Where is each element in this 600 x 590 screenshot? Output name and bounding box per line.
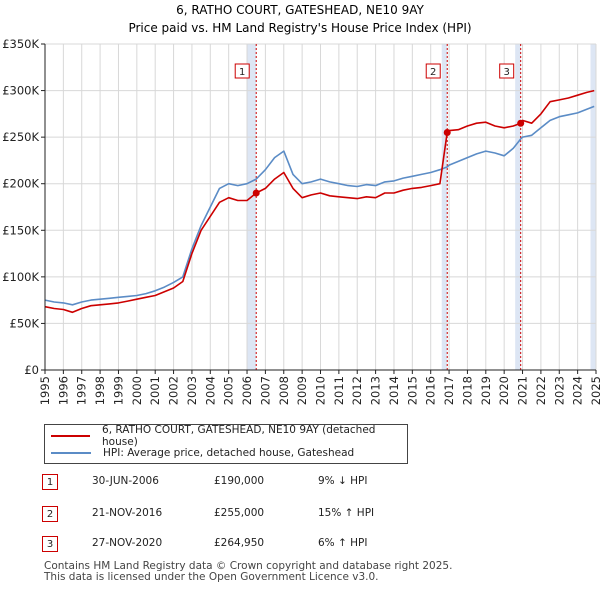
x-tick-label: 2008: [277, 376, 291, 405]
x-tick-label: 2015: [405, 376, 419, 405]
x-tick-label: 2000: [130, 376, 144, 405]
legend-swatch-red: [51, 435, 91, 437]
shaded-band-3: [590, 44, 596, 370]
x-tick-label: 2011: [332, 376, 346, 405]
property-series-line: [44, 89, 595, 314]
sale-date: 30-JUN-2006: [92, 475, 159, 487]
y-tick-label: £0: [24, 363, 39, 377]
sale-hpi-diff: 15% ↑ HPI: [318, 507, 375, 519]
x-tick-label: 2021: [516, 376, 530, 405]
sale-date: 27-NOV-2020: [92, 537, 163, 549]
x-tick-label: 1997: [75, 376, 89, 405]
legend-item-hpi: HPI: Average price, detached house, Gate…: [51, 445, 354, 461]
x-tick-label: 2009: [295, 376, 309, 405]
x-tick-label: 2022: [534, 376, 548, 405]
legend-swatch-blue: [51, 452, 91, 454]
sale-marker-label-3: 3: [504, 67, 510, 78]
sale-marker-label-2: 2: [430, 67, 436, 78]
y-tick-label: £50K: [10, 316, 40, 330]
footer-licence: This data is licensed under the Open Gov…: [44, 571, 379, 583]
sale-marker-box-3: [499, 63, 515, 79]
legend-label-property: 6, RATHO COURT, GATESHEAD, NE10 9AY (det…: [102, 424, 376, 448]
legend-label-hpi: HPI: Average price, detached house, Gate…: [103, 447, 355, 459]
x-tick-label: 2006: [240, 376, 254, 405]
x-tick-label: 2002: [167, 376, 181, 405]
x-tick-label: 2016: [424, 376, 438, 405]
y-tick-label: £200K: [2, 177, 39, 191]
x-tick-label: 2013: [369, 376, 383, 405]
x-tick-label: 2024: [571, 376, 585, 405]
sale-date: 21-NOV-2016: [92, 507, 163, 519]
y-tick-label: £350K: [2, 37, 39, 51]
x-tick-label: 2014: [387, 376, 401, 405]
sale-marker-box-2: [425, 63, 441, 79]
x-tick-label: 2003: [185, 376, 199, 405]
shaded-band-1: [441, 44, 448, 370]
price-chart: 6, RATHO COURT, GATESHEAD, NE10 9AY Pric…: [2, 3, 600, 405]
x-tick-label: 2023: [552, 376, 566, 405]
shaded-band-0: [247, 44, 257, 370]
sale-number-badge: 1: [42, 474, 58, 490]
sale-price: £255,000: [214, 507, 265, 519]
chart-title: 6, RATHO COURT, GATESHEAD, NE10 9AY: [176, 3, 424, 17]
sale-number-badge: 2: [42, 506, 58, 522]
sale-point-1: [252, 189, 260, 197]
x-tick-label: 2001: [148, 376, 162, 405]
y-tick-label: £100K: [2, 270, 39, 284]
x-tick-label: 2020: [497, 376, 511, 405]
x-tick-label: 1996: [56, 376, 70, 405]
sale-point-2: [443, 128, 451, 136]
x-tick-label: 2010: [314, 376, 328, 405]
sale-price: £264,950: [214, 537, 265, 549]
sale-point-3: [517, 119, 525, 127]
x-tick-label: 2007: [258, 376, 272, 405]
sale-number-badge: 3: [42, 536, 58, 552]
y-tick-label: £300K: [2, 84, 39, 98]
sale-hpi-diff: 9% ↓ HPI: [318, 475, 368, 487]
shaded-band-2: [515, 44, 521, 370]
sale-marker-box-1: [234, 63, 250, 79]
y-tick-label: £250K: [2, 130, 39, 144]
x-tick-label: 2004: [203, 376, 217, 405]
sale-marker-label-1: 1: [239, 67, 245, 78]
x-tick-label: 2017: [442, 376, 456, 405]
sale-hpi-diff: 6% ↑ HPI: [318, 537, 368, 549]
footer-copyright: Contains HM Land Registry data © Crown c…: [44, 560, 453, 572]
x-tick-label: 1995: [38, 376, 52, 405]
x-tick-label: 2012: [350, 376, 364, 405]
x-tick-label: 2005: [222, 376, 236, 405]
x-tick-label: 1998: [93, 376, 107, 405]
legend: 6, RATHO COURT, GATESHEAD, NE10 9AY (det…: [44, 424, 408, 464]
y-tick-label: £150K: [2, 223, 39, 237]
x-tick-label: 2019: [479, 376, 493, 405]
legend-item-property: 6, RATHO COURT, GATESHEAD, NE10 9AY (det…: [51, 424, 407, 448]
sale-price: £190,000: [214, 475, 265, 487]
x-tick-label: 1999: [111, 376, 125, 405]
x-tick-label: 2025: [589, 376, 600, 405]
x-tick-label: 2018: [460, 376, 474, 405]
chart-subtitle: Price paid vs. HM Land Registry's House …: [128, 21, 471, 35]
hpi-series-line: [44, 105, 595, 306]
